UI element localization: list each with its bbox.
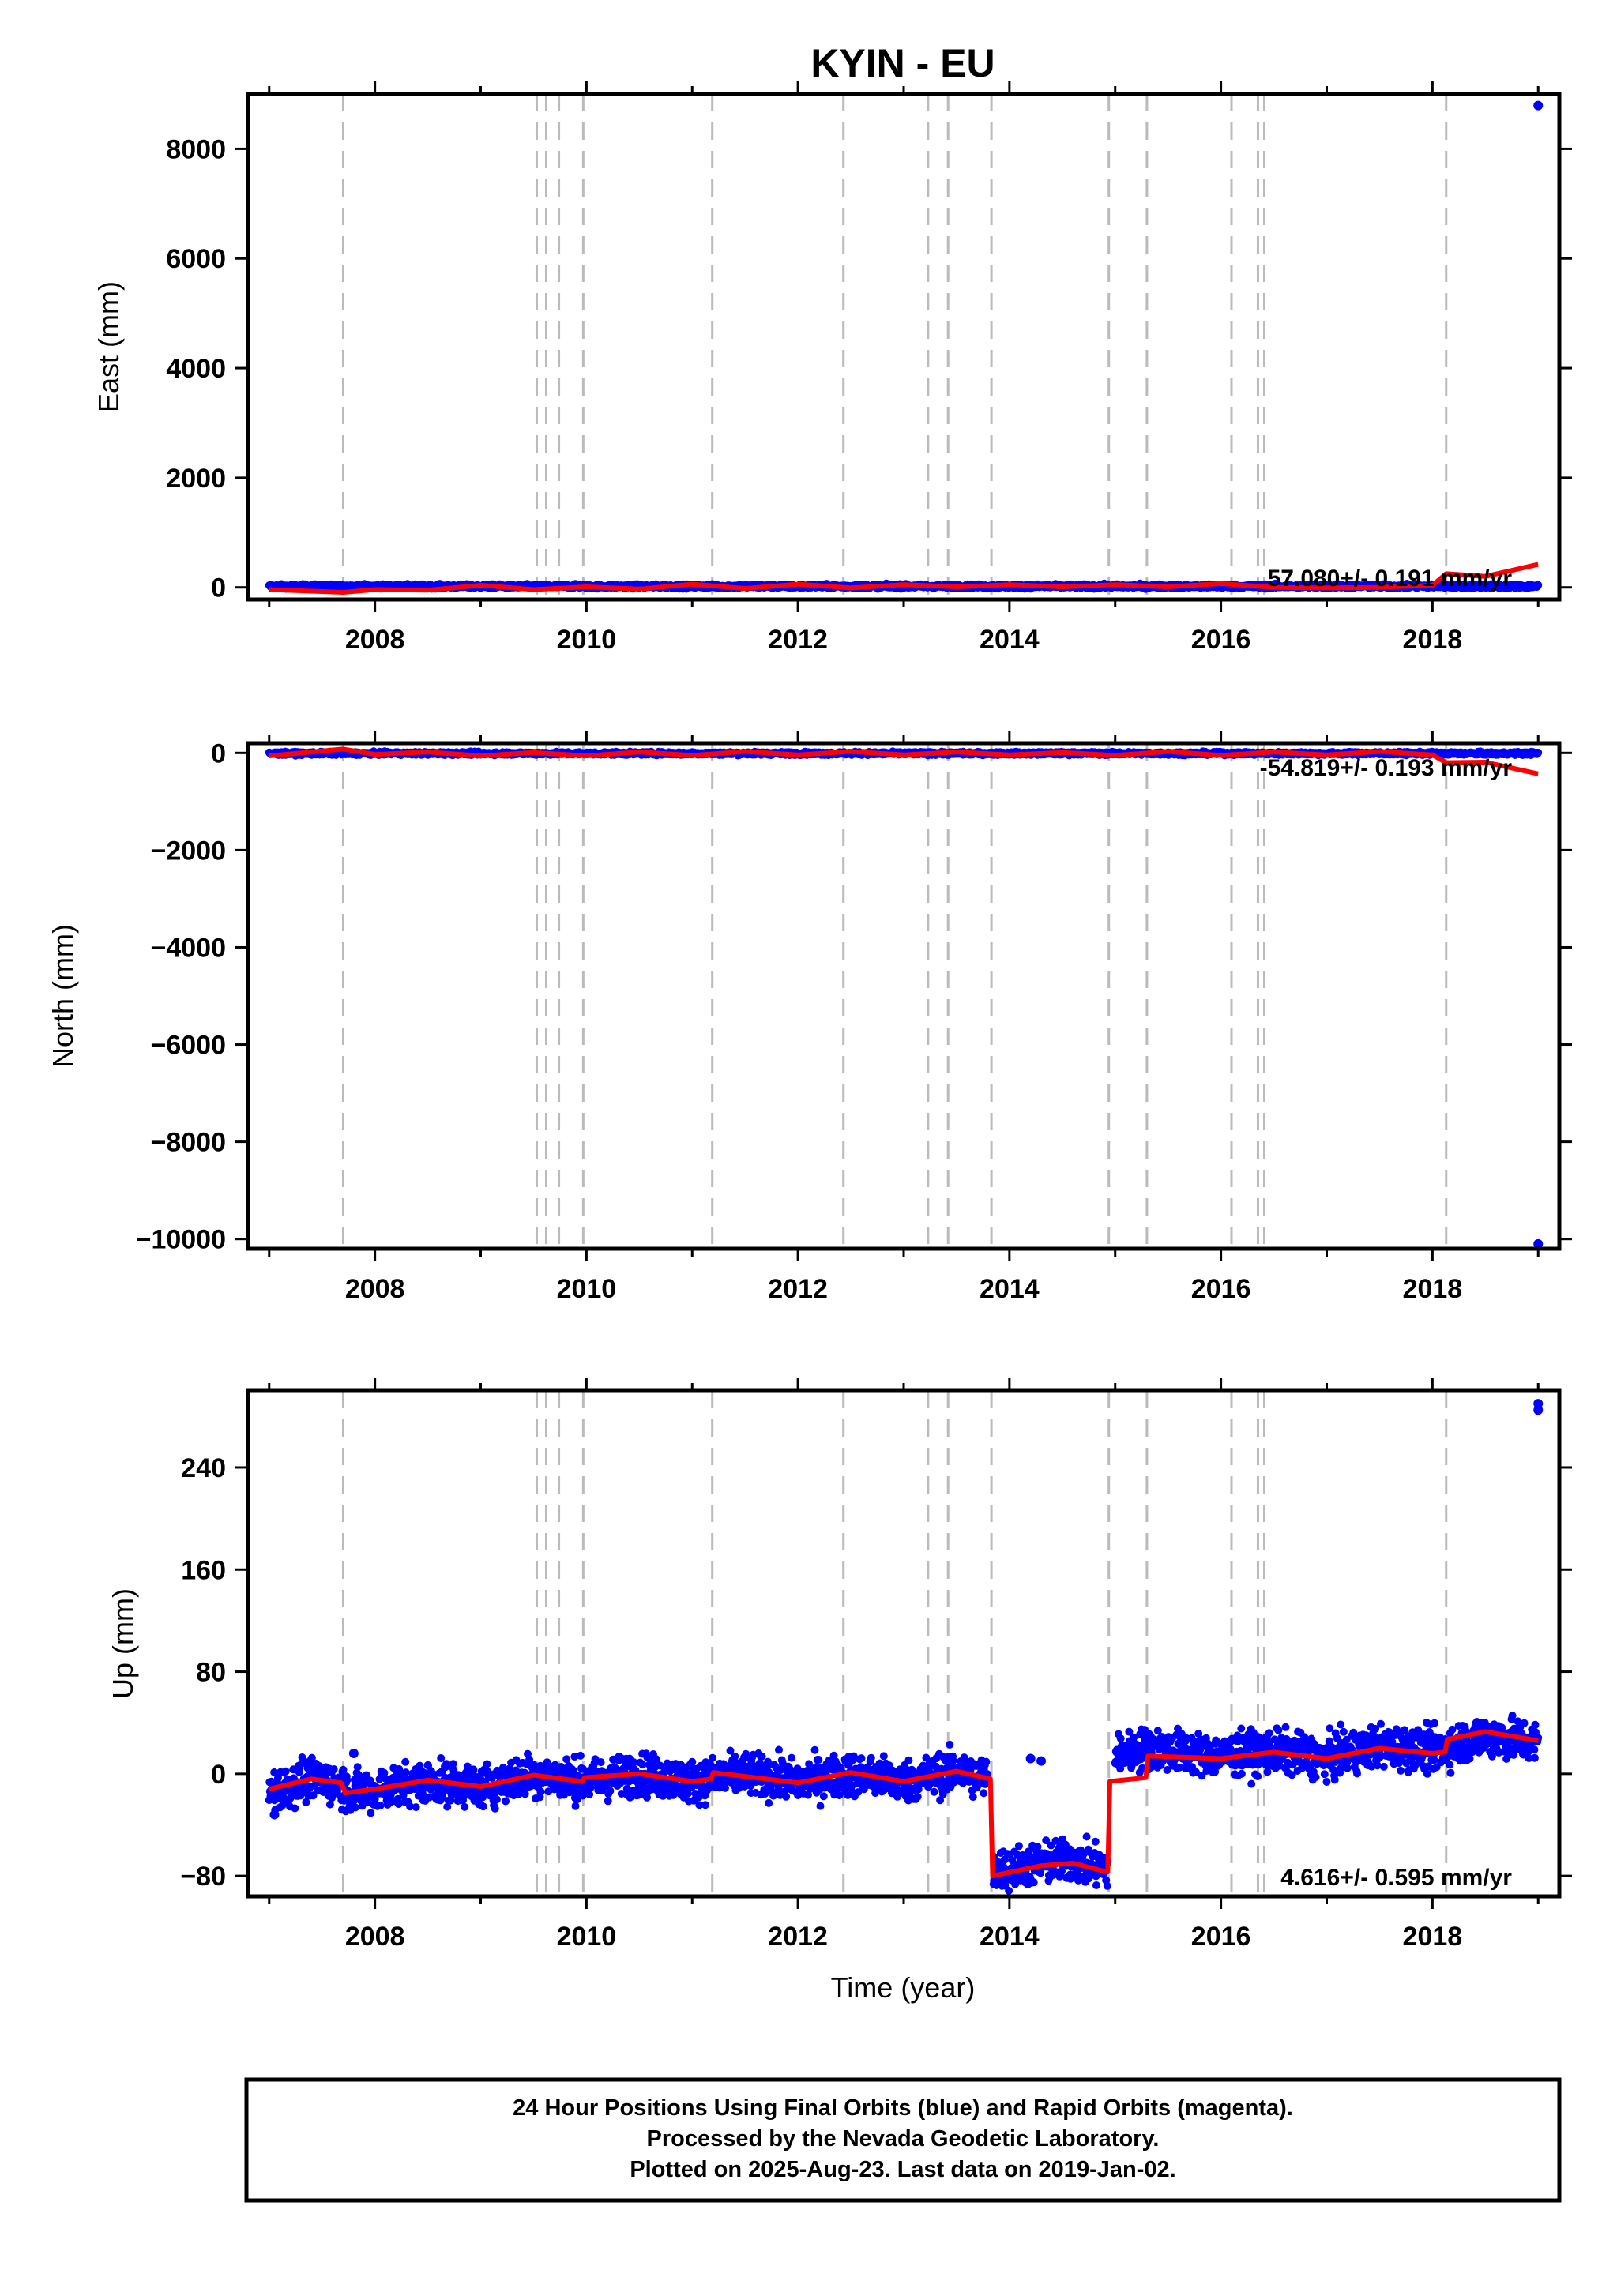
east-xtick-label-2014: 2014 (980, 625, 1040, 655)
east-ytick-label-1: 2000 (166, 464, 226, 494)
east-xtick-label-2008: 2008 (345, 625, 405, 655)
east-ytick-label-2: 4000 (166, 354, 226, 384)
east-ytick-label-4: 8000 (166, 134, 226, 164)
east-xtick-label-2016: 2016 (1191, 625, 1251, 655)
east-panel: 2008 2010 2012 2014 2016 2018 0 2000 4000 6000 800… (92, 81, 1572, 655)
east-obs-point-0-3000 (1534, 581, 1542, 589)
east-xtick-label-2010: 2010 (557, 625, 617, 655)
east-axes-frame (248, 94, 1559, 599)
east-outlier-point-0 (1533, 101, 1543, 111)
north-observations (265, 747, 1543, 1249)
east-ytick-label-0: 0 (211, 573, 226, 603)
east-rate-annotation: 57.080+/- 0.191 mm/yr (1268, 566, 1513, 592)
east-ytick-label-3: 6000 (166, 244, 226, 274)
east-xtick-label-2012: 2012 (768, 625, 828, 655)
north-plot-area (265, 743, 1543, 1249)
east-observations (265, 101, 1543, 593)
east-y-axis-label: East (mm) (92, 281, 125, 412)
east-plot-area (265, 94, 1543, 599)
east-xtick-label-2018: 2018 (1403, 625, 1463, 655)
chart-title: KYIN - EU (810, 41, 995, 85)
